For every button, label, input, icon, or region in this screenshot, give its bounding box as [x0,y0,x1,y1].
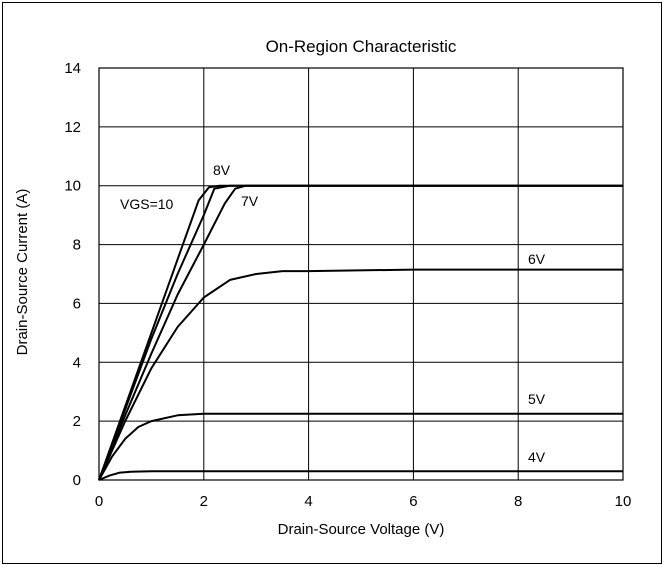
y-tick-label: 6 [73,295,81,312]
y-axis-label: Drain-Source Current (A) [14,189,31,356]
series-line-8v [99,186,623,480]
curve-label: 4V [528,449,546,465]
y-tick-label: 0 [73,472,81,489]
y-tick-label: 12 [64,119,81,136]
curve-label: 8V [213,162,231,178]
curve-label: 7V [241,193,259,209]
series-line-vgs-10 [99,186,623,480]
x-tick-label: 2 [200,493,208,510]
x-tick-label: 4 [304,493,312,510]
curve-label: VGS=10 [120,196,174,212]
y-tick-label: 10 [64,178,81,195]
y-tick-label: 4 [73,354,81,371]
x-axis-label: Drain-Source Voltage (V) [278,521,445,538]
x-tick-label: 10 [615,493,632,510]
series-line-7v [99,186,623,480]
curve-label: 6V [528,251,546,267]
series-group [99,186,623,480]
y-tick-label: 14 [64,60,81,77]
curve-labels: VGS=10 8V 7V 6V 5V 4V [120,162,546,465]
curve-label: 5V [528,391,546,407]
x-tick-label: 0 [95,493,103,510]
chart-title: On-Region Characteristic [266,37,457,56]
series-line-4v [99,471,623,480]
tick-labels: 0 2 4 6 8 10 0 2 4 6 8 10 12 14 [64,60,631,510]
series-line-5v [99,414,623,480]
y-tick-label: 8 [73,237,81,254]
y-tick-label: 2 [73,413,81,430]
x-tick-label: 8 [514,493,522,510]
x-tick-label: 6 [409,493,417,510]
